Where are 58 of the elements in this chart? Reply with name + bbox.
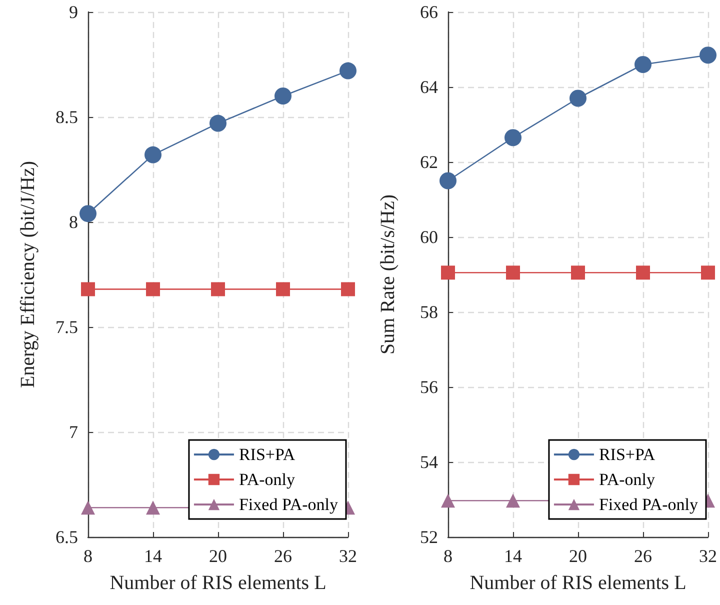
point <box>146 500 160 515</box>
point <box>81 500 95 515</box>
x-tick-label: 20 <box>209 546 227 566</box>
point <box>506 494 520 508</box>
point <box>274 88 292 104</box>
point <box>636 266 650 280</box>
x-axis-title: Number of RIS elements L <box>470 572 686 594</box>
point <box>504 129 522 146</box>
point <box>341 282 355 296</box>
y-tick-label: 62 <box>420 152 438 172</box>
y-tick-label: 9 <box>69 2 78 22</box>
point <box>571 266 585 280</box>
x-tick-label: 14 <box>504 546 522 566</box>
x-tick-label: 32 <box>339 546 357 566</box>
point <box>441 494 455 508</box>
y-tick-label: 66 <box>420 2 438 22</box>
y-tick-label: 60 <box>420 227 438 247</box>
point <box>701 266 715 280</box>
x-tick-label: 26 <box>634 546 652 566</box>
point <box>144 146 162 164</box>
x-tick-label: 8 <box>84 546 92 566</box>
y-axis-title: Sum Rate (bit/s/Hz) <box>377 194 399 354</box>
y-tick-label: 8.5 <box>56 107 78 127</box>
y-tick-label: 52 <box>420 527 438 547</box>
x-tick-label: 26 <box>274 546 292 566</box>
y-tick-label: 7.5 <box>56 317 78 337</box>
x-tick-label: 32 <box>699 546 717 566</box>
y-tick-label: 56 <box>420 377 438 397</box>
legend-label: Fixed PA-only <box>598 495 698 514</box>
y-tick-label: 6.5 <box>56 527 78 547</box>
legend-label: Fixed PA-only <box>238 495 338 514</box>
y-tick-label: 54 <box>420 452 438 472</box>
point <box>441 266 455 280</box>
point <box>276 282 290 296</box>
point <box>700 46 716 64</box>
y-tick-label: 64 <box>420 77 438 97</box>
legend-label: RIS+PA <box>598 445 656 464</box>
legend-label: PA-only <box>598 470 656 489</box>
x-tick-label: 20 <box>569 546 587 566</box>
point <box>340 62 356 80</box>
point <box>211 282 225 296</box>
y-tick-label: 58 <box>420 302 438 322</box>
legend-label: PA-only <box>238 470 296 489</box>
point <box>634 56 652 73</box>
legend-label: RIS+PA <box>238 445 296 464</box>
point <box>146 282 160 296</box>
x-tick-label: 14 <box>144 546 162 566</box>
y-tick-label: 8 <box>69 212 78 232</box>
point <box>570 90 586 107</box>
point <box>80 205 96 222</box>
point <box>506 266 520 280</box>
y-axis-title: Energy Efficiency (bit/J/Hz) <box>17 161 39 388</box>
y-tick-label: 7 <box>69 422 78 442</box>
x-tick-label: 8 <box>444 546 452 566</box>
point <box>81 282 95 296</box>
point <box>440 172 456 190</box>
point <box>210 114 226 132</box>
x-axis-title: Number of RIS elements L <box>110 572 326 594</box>
